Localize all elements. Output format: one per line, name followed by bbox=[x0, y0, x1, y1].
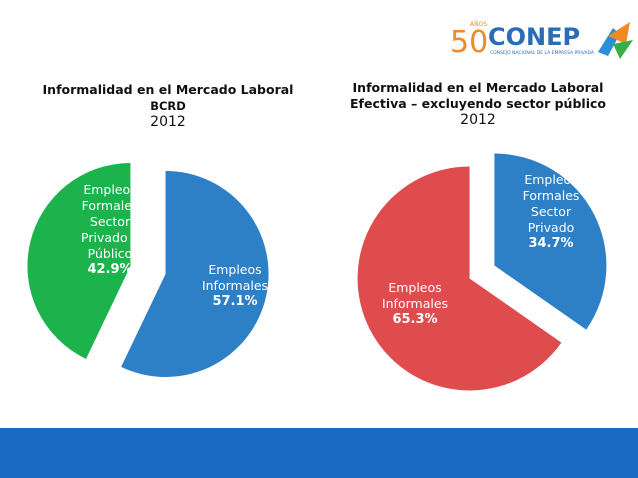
logo-shape bbox=[613, 40, 633, 59]
category-label: Empleos Formales Sector Privado y Públic… bbox=[81, 182, 139, 261]
category-label: Empleos Formales Sector Privado bbox=[522, 172, 580, 235]
chart-title-block: Informalidad en el Mercado Laboral Efect… bbox=[328, 80, 628, 128]
category-label: Empleos Informales bbox=[381, 280, 449, 311]
value-label: 57.1% bbox=[212, 294, 258, 309]
pie-slice bbox=[357, 166, 562, 391]
logo-name: CONEP bbox=[488, 23, 580, 51]
logo-tagline: CONSEJO NACIONAL DE LA EMPRESA PRIVADA bbox=[490, 50, 595, 56]
chart-subtitle: Efectiva – excluyendo sector público bbox=[350, 96, 606, 111]
logo: 50 AÑOS CONEP CONSEJO NACIONAL DE LA EMP… bbox=[448, 14, 633, 64]
slice-label: Empleos Formales Sector Privado 34.7% bbox=[516, 172, 586, 252]
value-label: 42.9% bbox=[87, 262, 133, 277]
slice-label: Empleos Informales 57.1% bbox=[195, 262, 275, 310]
logo-years: AÑOS bbox=[470, 21, 487, 28]
footer-bar bbox=[0, 428, 638, 478]
chart-year: 2012 bbox=[460, 112, 496, 128]
chart-year: 2012 bbox=[150, 114, 186, 130]
slice-label: Empleos Informales 65.3% bbox=[375, 280, 455, 328]
logo-shape bbox=[608, 22, 630, 44]
category-label: Empleos Informales bbox=[201, 262, 269, 293]
pie-slice bbox=[494, 153, 607, 330]
pie-slice bbox=[121, 170, 269, 377]
value-label: 34.7% bbox=[528, 236, 574, 251]
logo-anniversary: 50 bbox=[450, 25, 488, 60]
logo-graphic: 50 AÑOS CONEP CONSEJO NACIONAL DE LA EMP… bbox=[450, 21, 633, 60]
value-label: 65.3% bbox=[392, 312, 438, 327]
slice-label: Empleos Formales Sector Privado y Públic… bbox=[70, 182, 150, 278]
chart-subtitle: BCRD bbox=[150, 99, 186, 113]
chart-title: Informalidad en el Mercado Laboral bbox=[42, 82, 294, 97]
pie-slice bbox=[27, 163, 131, 359]
chart-title-block: Informalidad en el Mercado Laboral BCRD … bbox=[18, 82, 318, 130]
chart-title: Informalidad en el Mercado Laboral bbox=[352, 80, 604, 95]
